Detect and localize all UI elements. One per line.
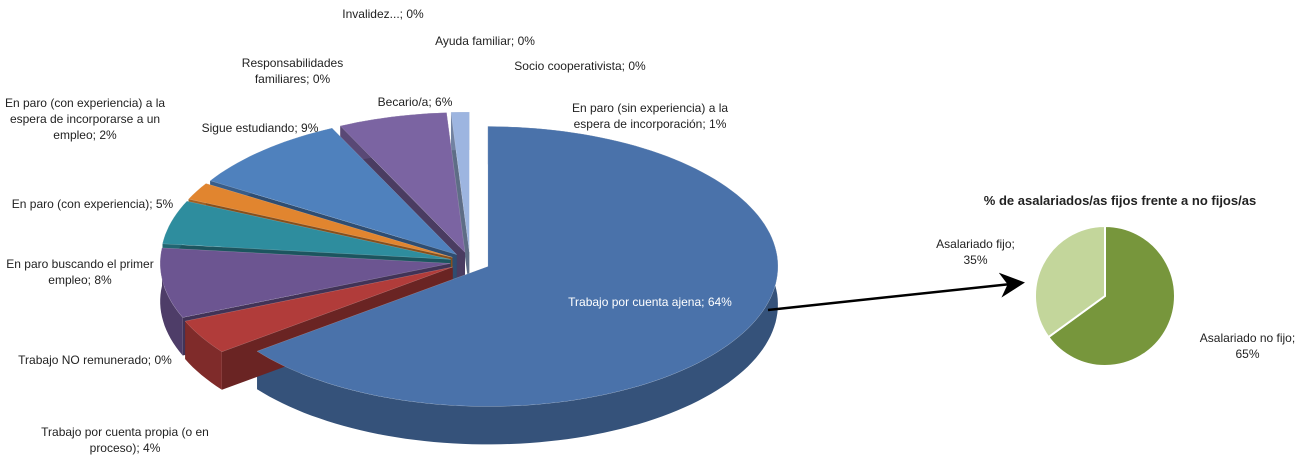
data-label: En paro buscando el primer empleo; 8% xyxy=(0,256,160,288)
label-value: 35% xyxy=(963,253,988,267)
label-value: 0% xyxy=(628,59,646,73)
slice-wall xyxy=(450,112,470,291)
arrow xyxy=(767,272,1025,312)
data-label: Sigue estudiando; 9% xyxy=(180,120,340,136)
label-category: Asalariado no fijo; xyxy=(1199,331,1296,345)
slice xyxy=(256,126,779,407)
slice xyxy=(159,247,451,318)
slice-side xyxy=(257,126,778,445)
data-label: Trabajo por cuenta ajena; 64% xyxy=(540,294,760,310)
data-label: Socio cooperativista; 0% xyxy=(495,58,665,74)
label-value: 5% xyxy=(155,197,174,211)
slice xyxy=(1046,224,1176,367)
label-category: Trabajo por cuenta propia (o en proceso)… xyxy=(41,425,209,455)
label-category: Invalidez...; xyxy=(342,7,403,21)
label-value: 64% xyxy=(707,295,732,309)
label-value: 1% xyxy=(709,117,727,131)
label-category: Asalariado fijo; xyxy=(936,237,1015,251)
label-value: 6% xyxy=(435,95,453,109)
slice xyxy=(450,111,470,253)
label-category: Socio cooperativista; xyxy=(514,59,626,73)
label-category: Trabajo por cuenta ajena; xyxy=(568,295,705,309)
data-label: Asalariado fijo; 35% xyxy=(928,236,1023,268)
slice xyxy=(184,266,453,353)
data-label: Trabajo por cuenta propia (o en proceso)… xyxy=(20,424,230,456)
label-value: 4% xyxy=(143,441,161,455)
slice xyxy=(339,112,466,254)
data-label: En paro (con experiencia) a la espera de… xyxy=(0,95,170,143)
data-label: Ayuda familiar; 0% xyxy=(420,33,550,49)
slice-side xyxy=(185,321,222,390)
data-label: Invalidez...; 0% xyxy=(318,6,448,22)
label-value: 2% xyxy=(99,128,117,142)
slice xyxy=(1034,224,1106,339)
label-value: 0% xyxy=(517,34,535,48)
label-category: En paro (con experiencia); xyxy=(11,197,153,211)
data-label: Asalariado no fijo; 65% xyxy=(1195,330,1300,362)
data-label: En paro (con experiencia); 5% xyxy=(0,196,185,212)
label-value: 0% xyxy=(406,7,424,21)
label-category: Responsabilidades familiares; xyxy=(241,56,344,86)
label-category: Becario/a; xyxy=(377,95,432,109)
label-value: 9% xyxy=(301,121,319,135)
label-category: Ayuda familiar; xyxy=(435,34,515,48)
slice-side xyxy=(160,247,183,356)
label-category: En paro buscando el primer empleo; xyxy=(6,257,154,287)
data-label: Becario/a; 6% xyxy=(365,94,465,110)
chart-title: % de asalariados/as fijos frente a no fi… xyxy=(983,193,1257,208)
label-category: Trabajo NO remunerado; xyxy=(18,353,152,367)
slice xyxy=(188,183,453,258)
label-value: 65% xyxy=(1235,347,1260,361)
label-category: En paro (con experiencia) a la espera de… xyxy=(4,96,166,142)
data-label: Responsabilidades familiares; 0% xyxy=(225,55,360,87)
label-value: 0% xyxy=(312,72,331,86)
slice xyxy=(209,127,457,255)
slice xyxy=(162,200,451,260)
label-category: Sigue estudiando; xyxy=(201,121,298,135)
data-label: Trabajo NO remunerado; 0% xyxy=(0,352,190,368)
label-category: En paro (sin experiencia) a la espera de… xyxy=(571,101,729,131)
data-label: En paro (sin experiencia) a la espera de… xyxy=(565,100,735,132)
label-value: 0% xyxy=(154,353,172,367)
label-value: 8% xyxy=(94,273,112,287)
